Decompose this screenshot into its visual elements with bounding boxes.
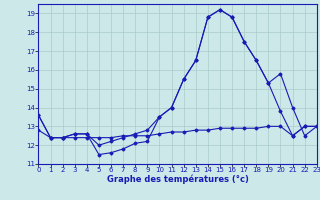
X-axis label: Graphe des températures (°c): Graphe des températures (°c) (107, 175, 249, 184)
